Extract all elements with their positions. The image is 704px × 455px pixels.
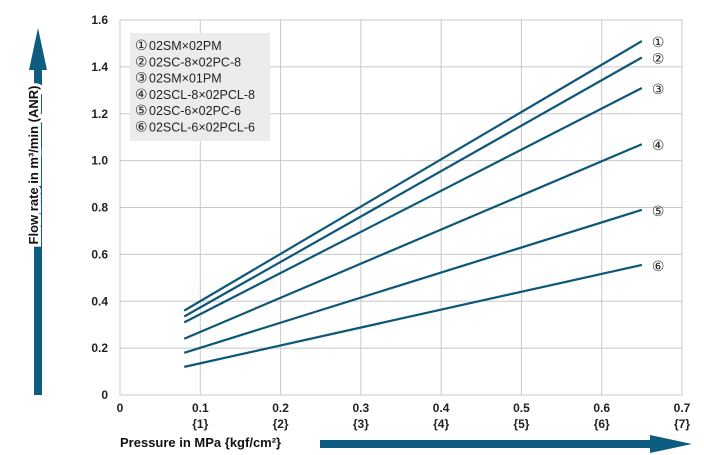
y-tick-label: 1.6 (91, 13, 108, 27)
y-tick-label: 1.2 (91, 107, 108, 121)
y-tick-label: 0.6 (91, 247, 108, 261)
series-line (183, 208, 643, 354)
x-tick-label: 0.2 (272, 401, 289, 415)
series-end-marker: ③ (652, 82, 665, 98)
x-tick-label: 0.3 (353, 401, 370, 415)
x-axis-title: Pressure in MPa {kgf/cm²} (120, 435, 281, 450)
y-axis-arrow (29, 28, 47, 395)
x-tick-label: 0.5 (513, 401, 530, 415)
series-end-marker: ⑥ (652, 259, 665, 275)
x-tick-label: 0 (117, 401, 124, 415)
y-tick-label: 0.4 (91, 294, 108, 308)
legend-entry: 02SC-8×02PC-8 (149, 55, 241, 69)
series-end-labels: ①② ③ ④ ⑤ ⑥ (652, 35, 665, 275)
y-tick-label: 1.4 (91, 60, 108, 74)
x-tick-sublabel: {1} (192, 417, 208, 431)
x-tick-label: 0.1 (192, 401, 209, 415)
legend-marker: ② (135, 54, 148, 70)
y-tick-label: 0 (101, 388, 108, 402)
legend-entry: 02SM×02PM (149, 39, 222, 53)
x-tick-label: 0.7 (674, 401, 691, 415)
x-axis-ticks: 0 0.1 {1} 0.2 {2} 0.3 {3} 0.4 {4} 0.5 {5} 0.6 {6} 0.7… (117, 401, 691, 431)
series-line (183, 56, 643, 318)
x-axis-arrow (320, 435, 692, 453)
legend-marker: ⑤ (135, 103, 148, 119)
legend-entry: 02SC-6×02PC-6 (149, 104, 241, 118)
x-tick-sublabel: {3} (353, 417, 369, 431)
x-tick-label: 0.4 (433, 401, 450, 415)
x-tick-sublabel: {2} (273, 417, 289, 431)
series-line (183, 40, 643, 312)
series-line (183, 86, 643, 324)
series-end-marker: ④ (652, 138, 665, 154)
plot-frame (119, 19, 683, 396)
legend-entry: 02SCL-8×02PCL-8 (149, 88, 255, 102)
series-end-marker: ② (652, 52, 665, 68)
x-tick-sublabel: {7} (674, 417, 690, 431)
series-lines (183, 40, 643, 368)
y-tick-label: 0.8 (91, 201, 108, 215)
legend-marker: ⑥ (135, 120, 148, 136)
x-tick-label: 0.6 (593, 401, 610, 415)
grid (119, 19, 683, 396)
legend-marker: ① (135, 38, 148, 54)
x-tick-sublabel: {5} (513, 417, 529, 431)
series-line (183, 143, 643, 340)
legend-marker: ③ (135, 71, 148, 87)
y-axis-title: Flow rate in m³/min (ANR) (26, 86, 41, 245)
legend-entry: 02SCL-6×02PCL-6 (149, 121, 255, 135)
series-end-marker: ① (652, 35, 665, 51)
legend-entry: 02SM×01PM (149, 72, 222, 86)
legend-box (130, 33, 270, 141)
x-tick-sublabel: {4} (433, 417, 449, 431)
series-line (183, 263, 643, 368)
series-end-marker: ⑤ (652, 204, 665, 220)
y-tick-label: 1.0 (91, 154, 108, 168)
y-axis-ticks: 0 0.2 0.4 0.6 0.8 1.0 1.2 1.4 1.6 (91, 13, 108, 402)
legend-marker: ④ (135, 87, 148, 103)
x-tick-sublabel: {6} (594, 417, 610, 431)
y-tick-label: 0.2 (91, 341, 108, 355)
